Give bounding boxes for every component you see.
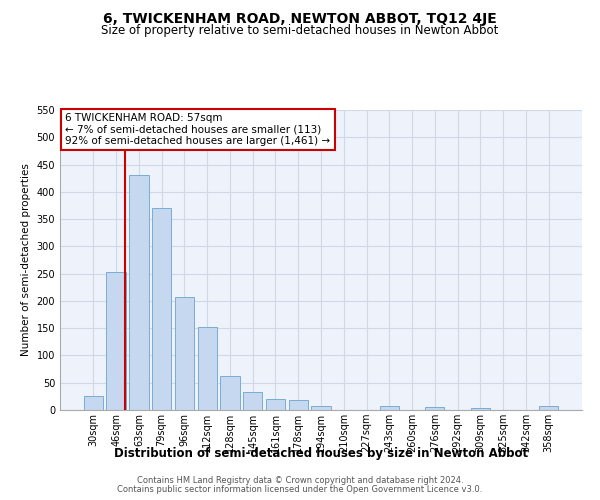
- Bar: [106, 272, 126, 410]
- Text: Size of property relative to semi-detached houses in Newton Abbot: Size of property relative to semi-detach…: [101, 24, 499, 37]
- Text: 6 TWICKENHAM ROAD: 57sqm
← 7% of semi-detached houses are smaller (113)
92% of s: 6 TWICKENHAM ROAD: 57sqm ← 7% of semi-de…: [65, 113, 331, 146]
- Bar: [197, 327, 217, 410]
- Y-axis label: Number of semi-detached properties: Number of semi-detached properties: [21, 164, 31, 356]
- Bar: [539, 406, 558, 410]
- Bar: [220, 376, 239, 410]
- Bar: [152, 208, 172, 410]
- Bar: [243, 392, 262, 410]
- Bar: [266, 399, 285, 410]
- Text: Contains public sector information licensed under the Open Government Licence v3: Contains public sector information licen…: [118, 485, 482, 494]
- Bar: [289, 400, 308, 410]
- Text: Distribution of semi-detached houses by size in Newton Abbot: Distribution of semi-detached houses by …: [114, 448, 528, 460]
- Bar: [380, 406, 399, 410]
- Bar: [311, 406, 331, 410]
- Bar: [175, 296, 194, 410]
- Text: 6, TWICKENHAM ROAD, NEWTON ABBOT, TQ12 4JE: 6, TWICKENHAM ROAD, NEWTON ABBOT, TQ12 4…: [103, 12, 497, 26]
- Bar: [425, 408, 445, 410]
- Text: Contains HM Land Registry data © Crown copyright and database right 2024.: Contains HM Land Registry data © Crown c…: [137, 476, 463, 485]
- Bar: [129, 176, 149, 410]
- Bar: [470, 408, 490, 410]
- Bar: [84, 396, 103, 410]
